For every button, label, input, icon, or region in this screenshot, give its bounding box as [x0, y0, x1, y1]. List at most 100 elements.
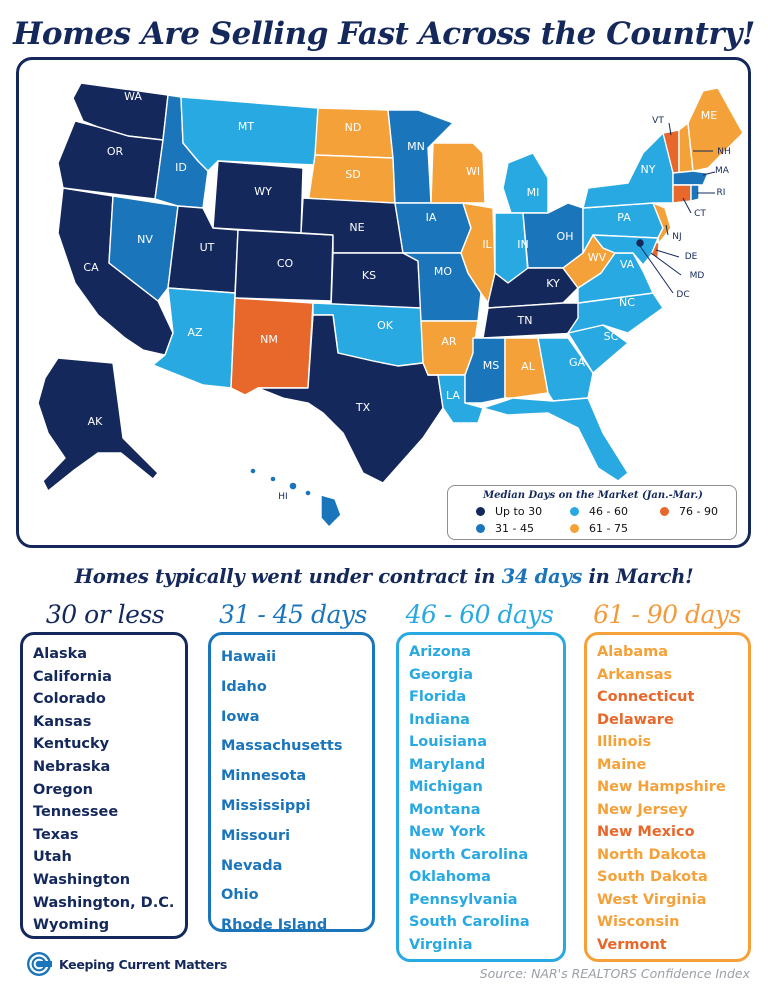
state-nm[interactable] — [230, 297, 314, 396]
state-ak[interactable] — [37, 357, 159, 492]
state-label-sc: SC — [604, 330, 619, 343]
list-item: Idaho — [221, 678, 267, 695]
state-mn[interactable] — [387, 109, 454, 204]
list-item: Texas — [33, 826, 79, 843]
state-label-ar: AR — [441, 335, 457, 348]
list-box-30-or-less: Alaska California Colorado Kansas Kentucky Ne… — [20, 632, 188, 939]
us-map-frame: WA OR CA AK HI ID NV MT WY UT CO AZ NM ND SD NE KS OK TX MN… — [16, 57, 751, 548]
source-credit: Source: NAR's REALTORS Confidence Index — [479, 966, 750, 981]
brand-logo-icon — [27, 952, 52, 976]
state-label-wy: WY — [254, 185, 272, 198]
list-item: West Virginia — [597, 891, 707, 908]
state-label-mi: MI — [527, 186, 540, 199]
legend-title: Median Days on the Market (Jan.-Mar.) — [483, 490, 703, 501]
state-label-ma: MA — [715, 166, 730, 176]
state-fl[interactable] — [482, 397, 629, 482]
state-tx[interactable] — [257, 314, 444, 484]
list-item: Kentucky — [33, 736, 110, 753]
state-label-nc: NC — [619, 296, 635, 309]
list-item: Michigan — [409, 779, 483, 795]
state-label-al: AL — [521, 360, 536, 373]
state-label-ga: GA — [569, 356, 586, 369]
state-label-az: AZ — [187, 326, 203, 339]
list-item: Alaska — [33, 646, 88, 662]
list-item: Nevada — [221, 857, 283, 874]
state-list: Arizona Georgia Florida Indiana Louisiana Mar… — [409, 641, 530, 956]
list-item: New Jersey — [597, 801, 688, 818]
list-item: Georgia — [409, 666, 473, 683]
state-il[interactable] — [460, 202, 496, 304]
state-label-nm: NM — [260, 333, 278, 346]
list-item: Mississippi — [221, 797, 311, 814]
state-label-co: CO — [277, 257, 294, 270]
state-label-me: ME — [701, 109, 717, 122]
state-me[interactable] — [687, 87, 744, 172]
list-item: Delaware — [597, 711, 674, 728]
list-item: South Carolina — [409, 914, 530, 930]
list-item: Rhode Island — [221, 917, 328, 934]
list-item: Massachusetts — [221, 738, 343, 755]
state-label-tn: TN — [517, 314, 533, 327]
legend-swatch — [660, 507, 669, 516]
state-label-ks: KS — [362, 269, 376, 282]
list-item: Virginia — [409, 936, 473, 953]
state-label-mt: MT — [238, 120, 254, 133]
list-item: North Dakota — [597, 846, 707, 863]
state-label-ri: RI — [717, 188, 726, 198]
list-item: Washington, D.C. — [33, 894, 175, 911]
state-label-la: LA — [446, 389, 460, 402]
list-item: Louisiana — [409, 734, 487, 750]
list-item: Kansas — [33, 713, 92, 730]
state-dc[interactable] — [636, 239, 644, 247]
state-mi[interactable] — [502, 152, 549, 214]
state-wi[interactable] — [430, 142, 486, 204]
legend-swatch — [476, 507, 485, 516]
state-al[interactable] — [504, 337, 549, 399]
state-hi[interactable] — [249, 467, 342, 528]
list-item: New Mexico — [597, 824, 695, 840]
state-label-nh: NH — [717, 147, 731, 157]
subtitle: Homes typically went under contract in 3… — [74, 565, 694, 588]
state-label-in: IN — [517, 238, 528, 251]
legend-swatch — [570, 507, 579, 516]
state-label-dc: DC — [676, 290, 689, 300]
column-heading-61-90: 61 - 90 days — [593, 600, 741, 629]
state-oh[interactable] — [522, 202, 584, 269]
list-item: Montana — [409, 801, 481, 818]
list-item: Washington — [33, 871, 131, 888]
list-item: California — [33, 668, 112, 685]
list-item: Arizona — [409, 644, 471, 660]
list-item: Vermont — [597, 936, 667, 953]
list-item: Arkansas — [597, 666, 673, 683]
list-item: Oregon — [33, 781, 93, 798]
state-label-vt: VT — [652, 116, 664, 126]
list-item: Oklahoma — [409, 869, 491, 885]
legend-swatch — [570, 524, 579, 533]
state-ct[interactable] — [672, 184, 692, 204]
list-item: Connecticut — [597, 689, 695, 705]
state-label-wi: WI — [466, 165, 480, 178]
state-label-ne: NE — [349, 221, 364, 234]
state-list: Hawaii Idaho Iowa Massachusetts Minnesota Mis… — [221, 643, 342, 941]
state-label-wv: WV — [588, 251, 607, 264]
legend-item: 76 - 90 — [660, 505, 718, 518]
list-box-31-45: Hawaii Idaho Iowa Massachusetts Minnesota Mis… — [208, 632, 375, 933]
list-item: Wyoming — [33, 917, 110, 934]
state-label-or: OR — [107, 145, 124, 158]
state-ma[interactable] — [672, 170, 709, 186]
list-item: Florida — [409, 689, 467, 705]
list-box-46-60: Arizona Georgia Florida Indiana Louisiana Mar… — [396, 632, 566, 962]
state-nc[interactable] — [567, 292, 664, 334]
state-label-ut: UT — [200, 241, 215, 254]
list-item: North Carolina — [409, 846, 529, 863]
list-item: Colorado — [33, 691, 106, 708]
list-item: Iowa — [221, 708, 260, 725]
state-label-il: IL — [482, 238, 492, 251]
state-ri[interactable] — [690, 184, 700, 202]
state-label-ct: CT — [694, 209, 706, 219]
state-mt[interactable] — [180, 96, 319, 172]
state-nv[interactable] — [108, 195, 179, 302]
list-item: Missouri — [221, 827, 291, 844]
list-box-61-90: Alabama Arkansas Connecticut Delaware Illino… — [584, 632, 751, 962]
state-ny[interactable] — [582, 132, 674, 209]
